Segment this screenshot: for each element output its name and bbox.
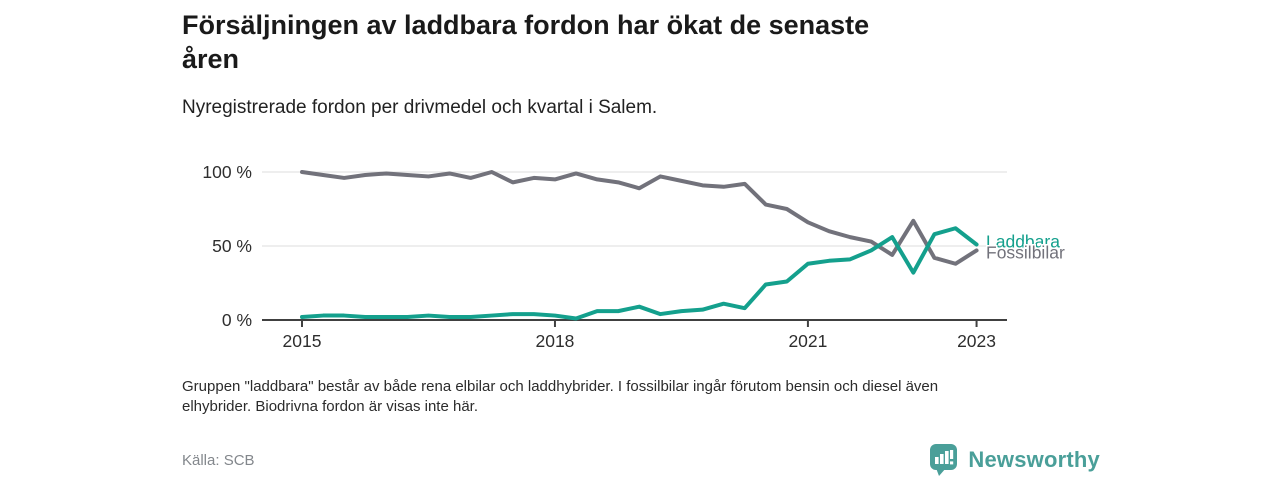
x-tick-label: 2023 — [957, 331, 996, 351]
chart-subtitle: Nyregistrerade fordon per drivmedel och … — [182, 97, 658, 118]
x-tick-label: 2021 — [788, 331, 827, 351]
y-tick-label: 50 % — [212, 236, 252, 256]
series-line-fossilbilar — [300, 170, 979, 266]
page-title: Försäljningen av laddbara fordon har öka… — [182, 8, 1142, 76]
newsworthy-icon — [930, 444, 958, 476]
line-chart: 2015 2018 2021 2023 100 % 50 % 0 % LaddbaraFoss… — [202, 162, 1066, 351]
brand-logo: Newsworthy — [929, 443, 1100, 477]
y-tick-label: 100 % — [202, 162, 252, 182]
x-tick-label: 2018 — [535, 331, 574, 351]
series-line-laddbara — [300, 226, 979, 321]
x-tick-label: 2015 — [283, 331, 322, 351]
series-label-fossilbilar: Fossilbilar — [986, 242, 1065, 262]
title-line-2: åren — [182, 44, 240, 74]
series-label-laddbara: Laddbara — [986, 232, 1060, 252]
y-tick-label: 0 % — [222, 310, 252, 330]
chart-footnote: Gruppen "laddbara" består av både rena e… — [182, 377, 938, 417]
source-label: Källa: SCB — [182, 452, 255, 469]
footnote-line-1: Gruppen "laddbara" består av både rena e… — [182, 378, 939, 395]
title-line-1: Försäljningen av laddbara fordon har öka… — [182, 10, 870, 40]
chart-header: Försäljningen av laddbara fordon har öka… — [182, 8, 1142, 119]
brand-name: Newsworthy — [968, 447, 1100, 472]
footnote-line-2: elhybrider. Biodrivna fordon är visas in… — [182, 398, 478, 415]
